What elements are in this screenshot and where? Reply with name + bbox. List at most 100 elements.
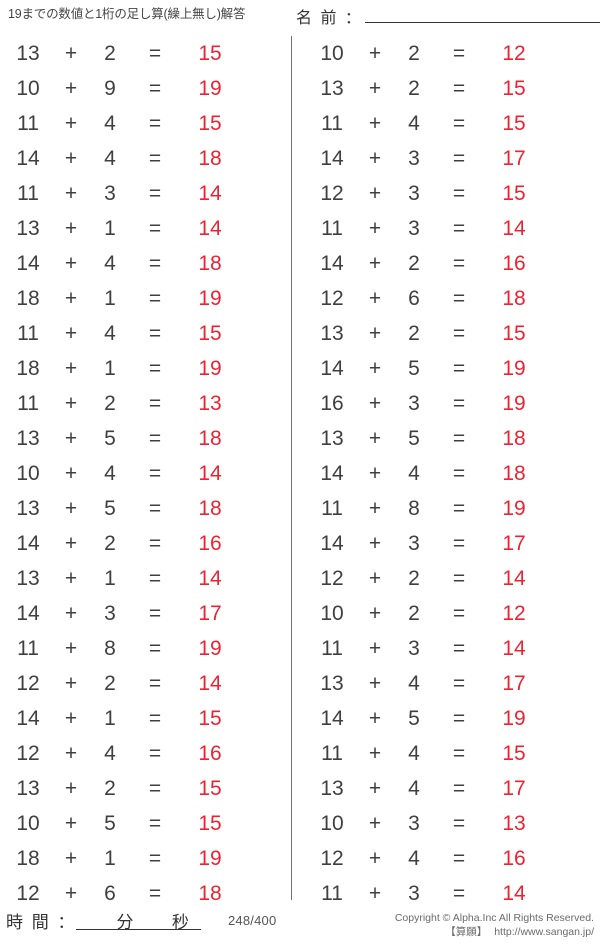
problem-answer: 12 bbox=[502, 602, 526, 625]
problem-row: 12 +3 = 15 bbox=[292, 176, 600, 211]
time-input[interactable]: 分 秒 bbox=[76, 908, 201, 932]
problem-row: 13 +5 = 18 bbox=[0, 491, 291, 526]
problem-answer: 18 bbox=[502, 427, 526, 450]
equals-operator-icon: = bbox=[148, 497, 162, 520]
problem-operand-a: 13 bbox=[16, 42, 40, 65]
problem-operand-a: 10 bbox=[320, 812, 344, 835]
copyright-text: Copyright © Alpha.Inc All Rights Reserve… bbox=[394, 912, 594, 924]
problem-answer: 17 bbox=[502, 672, 526, 695]
problem-row: 12 +2 = 14 bbox=[0, 666, 291, 701]
problem-row: 10 +3 = 13 bbox=[292, 806, 600, 841]
problem-operand-b: 8 bbox=[408, 497, 420, 520]
name-input[interactable] bbox=[364, 4, 600, 23]
problem-operand-b: 1 bbox=[104, 847, 116, 870]
problem-row: 13 +1 = 14 bbox=[0, 561, 291, 596]
problem-answer: 14 bbox=[502, 637, 526, 660]
equals-operator-icon: = bbox=[452, 567, 466, 590]
problem-row: 10 +4 = 14 bbox=[0, 456, 291, 491]
problem-row: 12 +2 = 14 bbox=[292, 561, 600, 596]
problem-operand-b: 2 bbox=[104, 777, 116, 800]
problem-operand-b: 5 bbox=[104, 427, 116, 450]
copyright-block: Copyright © Alpha.Inc All Rights Reserve… bbox=[395, 911, 594, 939]
problem-operand-a: 13 bbox=[16, 497, 40, 520]
problem-row: 12 +4 = 16 bbox=[292, 841, 600, 876]
problem-operand-b: 4 bbox=[104, 147, 116, 170]
problem-operand-a: 14 bbox=[320, 707, 344, 730]
problem-operand-a: 14 bbox=[16, 147, 40, 170]
equals-operator-icon: = bbox=[452, 322, 466, 345]
problem-row: 16 +3 = 19 bbox=[292, 386, 600, 421]
problem-answer: 14 bbox=[502, 217, 526, 240]
problem-row: 14 +2 = 16 bbox=[292, 246, 600, 281]
plus-operator-icon: + bbox=[64, 707, 78, 730]
problem-operand-a: 10 bbox=[320, 42, 344, 65]
problem-row: 14 +3 = 17 bbox=[292, 141, 600, 176]
problem-operand-b: 3 bbox=[408, 532, 420, 555]
problem-operand-a: 11 bbox=[321, 217, 343, 240]
problem-answer: 16 bbox=[198, 532, 222, 555]
problem-row: 18 +1 = 19 bbox=[0, 281, 291, 316]
problem-row: 12 +4 = 16 bbox=[0, 736, 291, 771]
plus-operator-icon: + bbox=[368, 462, 382, 485]
equals-operator-icon: = bbox=[148, 777, 162, 800]
problem-answer: 14 bbox=[198, 182, 222, 205]
problem-operand-b: 2 bbox=[408, 602, 420, 625]
problem-operand-a: 11 bbox=[17, 392, 39, 415]
problem-row: 11 +3 = 14 bbox=[292, 876, 600, 911]
problem-operand-a: 11 bbox=[17, 322, 39, 345]
problem-row: 13 +2 = 15 bbox=[292, 71, 600, 106]
problem-operand-b: 4 bbox=[408, 672, 420, 695]
problem-row: 18 +1 = 19 bbox=[0, 351, 291, 386]
plus-operator-icon: + bbox=[368, 252, 382, 275]
problem-operand-a: 14 bbox=[320, 357, 344, 380]
problem-operand-a: 11 bbox=[321, 497, 343, 520]
plus-operator-icon: + bbox=[368, 812, 382, 835]
problem-operand-b: 4 bbox=[104, 742, 116, 765]
problem-operand-b: 4 bbox=[408, 112, 420, 135]
equals-operator-icon: = bbox=[452, 812, 466, 835]
problem-operand-b: 4 bbox=[104, 462, 116, 485]
problem-operand-b: 1 bbox=[104, 567, 116, 590]
problem-row: 13 +1 = 14 bbox=[0, 211, 291, 246]
problem-answer: 15 bbox=[502, 77, 526, 100]
plus-operator-icon: + bbox=[64, 147, 78, 170]
problem-answer: 19 bbox=[198, 287, 222, 310]
plus-operator-icon: + bbox=[64, 497, 78, 520]
equals-operator-icon: = bbox=[148, 567, 162, 590]
plus-operator-icon: + bbox=[368, 497, 382, 520]
problem-operand-b: 3 bbox=[408, 392, 420, 415]
problem-operand-b: 6 bbox=[408, 287, 420, 310]
problem-operand-a: 12 bbox=[320, 182, 344, 205]
problem-answer: 15 bbox=[198, 42, 222, 65]
plus-operator-icon: + bbox=[368, 392, 382, 415]
equals-operator-icon: = bbox=[148, 427, 162, 450]
plus-operator-icon: + bbox=[64, 287, 78, 310]
problem-row: 14 +5 = 19 bbox=[292, 701, 600, 736]
problem-operand-b: 2 bbox=[104, 42, 116, 65]
equals-operator-icon: = bbox=[148, 847, 162, 870]
problem-operand-a: 11 bbox=[321, 112, 343, 135]
plus-operator-icon: + bbox=[64, 847, 78, 870]
plus-operator-icon: + bbox=[368, 742, 382, 765]
problem-operand-a: 13 bbox=[320, 777, 344, 800]
problem-operand-a: 13 bbox=[16, 567, 40, 590]
problem-row: 11 +4 = 15 bbox=[0, 316, 291, 351]
name-label: 名 前 ： bbox=[296, 10, 363, 27]
problem-answer: 19 bbox=[502, 707, 526, 730]
plus-operator-icon: + bbox=[64, 462, 78, 485]
problem-row: 13 +5 = 18 bbox=[0, 421, 291, 456]
equals-operator-icon: = bbox=[452, 707, 466, 730]
problem-operand-a: 14 bbox=[16, 532, 40, 555]
problem-operand-a: 13 bbox=[320, 427, 344, 450]
site-url: http://www.sangan.jp/ bbox=[494, 926, 594, 938]
problem-operand-a: 13 bbox=[320, 672, 344, 695]
time-field-group: 時 間 ： 分 秒 bbox=[6, 908, 201, 933]
problem-operand-a: 11 bbox=[17, 112, 39, 135]
equals-operator-icon: = bbox=[452, 672, 466, 695]
problem-operand-b: 4 bbox=[104, 252, 116, 275]
problem-row: 10 +2 = 12 bbox=[292, 36, 600, 71]
problem-row: 14 +3 = 17 bbox=[0, 596, 291, 631]
problem-row: 13 +2 = 15 bbox=[0, 771, 291, 806]
problem-operand-b: 2 bbox=[104, 392, 116, 415]
equals-operator-icon: = bbox=[148, 112, 162, 135]
